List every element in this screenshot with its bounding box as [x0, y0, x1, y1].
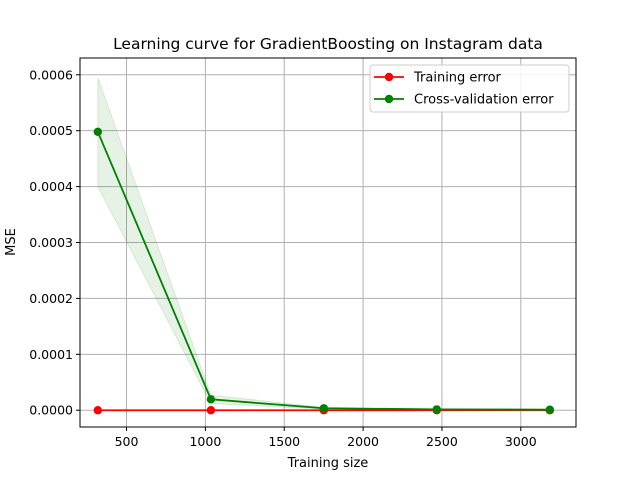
- training-error-point: [206, 406, 216, 415]
- x-tick-label: 500: [115, 434, 139, 449]
- y-tick-label: 0.0001: [29, 347, 73, 362]
- y-tick-label: 0.0005: [29, 123, 73, 138]
- cv-error-band: [97, 77, 551, 411]
- y-tick-label: 0.0002: [29, 291, 73, 306]
- legend-point-marker: [384, 72, 394, 82]
- legend: Training error Cross-validation error: [369, 64, 570, 113]
- x-tick-label: 2500: [426, 434, 458, 449]
- legend-box: [369, 64, 570, 113]
- x-tick-label: 3000: [505, 434, 537, 449]
- cv-error-point: [93, 127, 103, 136]
- y-axis-label: MSE: [4, 228, 19, 256]
- y-tick-label: 0.0006: [29, 67, 73, 82]
- x-tick-label: 1500: [268, 434, 300, 449]
- training-error-point: [93, 406, 103, 415]
- legend-label: Training error: [413, 71, 502, 86]
- y-tick-label: 0.0004: [29, 179, 73, 194]
- x-tick-label: 1000: [189, 434, 221, 449]
- cv-error-point: [545, 405, 555, 414]
- y-tick-label: 0.0000: [29, 403, 73, 418]
- x-axis-label: Training size: [287, 456, 369, 471]
- x-tick-label: 2000: [347, 434, 379, 449]
- cv-error-point: [432, 405, 441, 414]
- series-points: [93, 127, 555, 415]
- y-tick-label: 0.0003: [29, 235, 73, 250]
- confidence-bands: [97, 77, 551, 411]
- x-axis-ticks: 500 1000 1500 2000 2500 3000: [115, 427, 537, 449]
- cv-error-point: [206, 395, 216, 404]
- y-axis-ticks: 0.0000 0.0001 0.0002 0.0003 0.0004 0.0005 0.00…: [29, 67, 80, 418]
- legend-label: Cross-validation error: [414, 93, 554, 108]
- cv-error-point: [319, 404, 329, 413]
- legend-point-marker: [384, 94, 394, 104]
- chart-title: Learning curve for GradientBoosting on I…: [113, 35, 543, 53]
